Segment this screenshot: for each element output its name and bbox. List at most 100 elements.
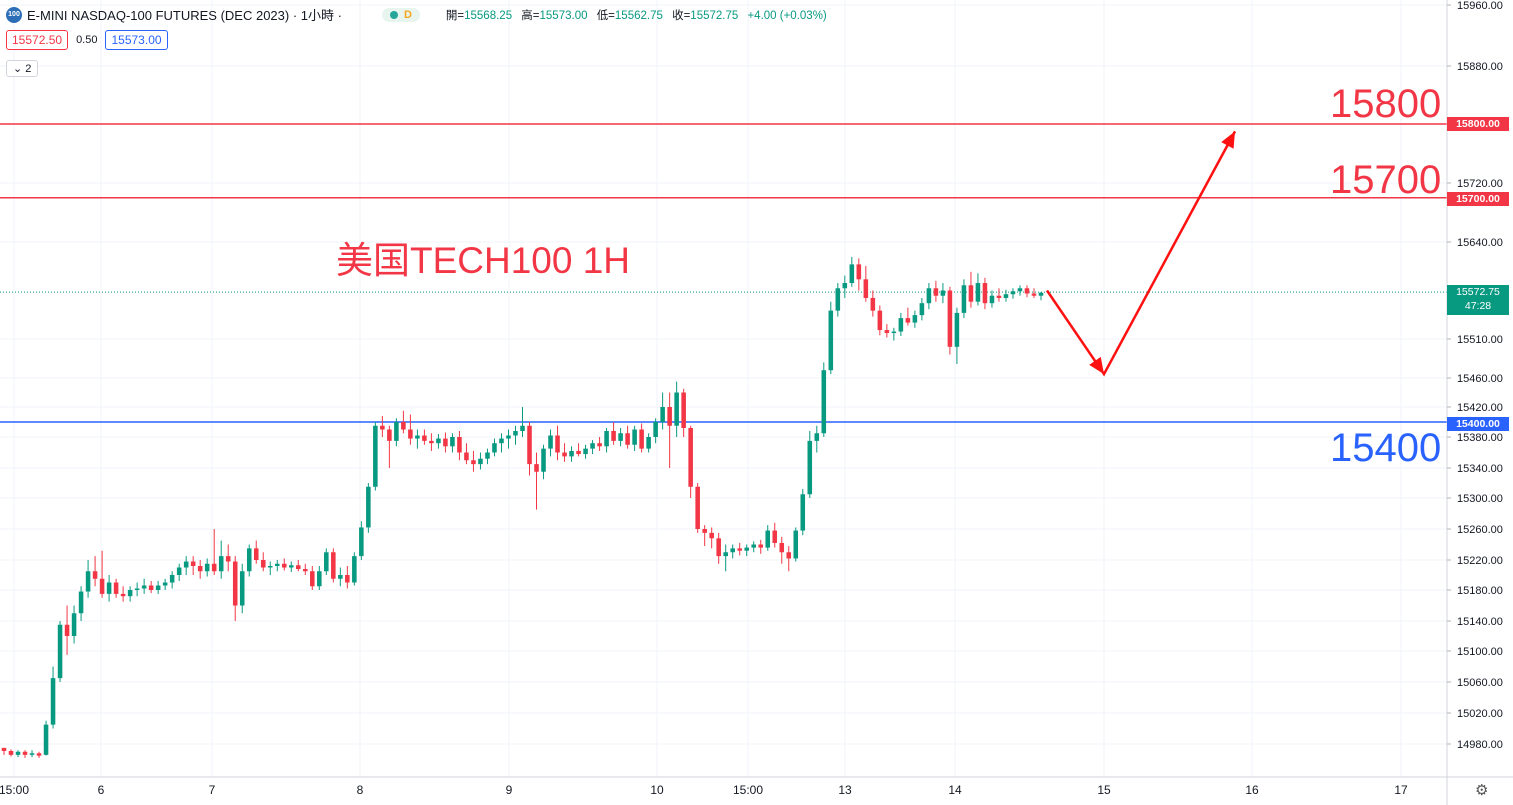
symbol-title[interactable]: E-MINI NASDAQ-100 FUTURES (DEC 2023) · 1… <box>27 8 342 23</box>
candle-body <box>141 585 147 589</box>
candle-body <box>597 443 602 447</box>
candle-body <box>366 486 371 528</box>
candle <box>457 431 462 461</box>
candle <box>373 422 378 491</box>
candle-body <box>1003 294 1009 298</box>
candle <box>134 582 140 597</box>
candle-body <box>702 529 707 533</box>
candle-body <box>1 747 7 751</box>
candle-body <box>982 283 988 304</box>
price-tag-15700: 15700.00 <box>1447 192 1509 206</box>
candle <box>225 544 231 572</box>
plot-area <box>0 0 1447 777</box>
candle <box>681 388 686 437</box>
candle-body <box>155 585 161 590</box>
candle <box>211 529 217 575</box>
candle <box>331 548 336 583</box>
candle-body <box>120 593 126 597</box>
candle <box>352 552 357 586</box>
candle <box>569 446 574 462</box>
sell-price-button[interactable]: 15572.50 <box>6 30 69 50</box>
y-tick-label: 15180.00 <box>1457 585 1503 597</box>
x-tick-label: 10 <box>650 783 664 797</box>
price-tag-15800: 15800.00 <box>1447 117 1509 131</box>
candle <box>555 425 560 461</box>
candle-body <box>345 575 350 583</box>
buy-price-button[interactable]: 15573.00 <box>105 30 168 50</box>
candle <box>429 433 434 451</box>
candle-body <box>373 425 378 487</box>
chart-title: 美国TECH100 1H <box>336 240 631 281</box>
candle-body <box>814 433 820 441</box>
candle <box>288 561 294 572</box>
candle-body <box>891 331 897 334</box>
y-tick-label: 15020.00 <box>1457 708 1503 720</box>
forecast-arrowhead-down <box>1089 356 1104 375</box>
candle-body <box>870 297 876 311</box>
y-tick-label: 15140.00 <box>1457 616 1503 628</box>
candle <box>912 310 918 328</box>
candle <box>877 305 883 336</box>
candle <box>653 418 658 444</box>
candle-body <box>232 561 238 606</box>
candle-body <box>653 422 658 437</box>
candle-body <box>57 624 63 679</box>
candle-body <box>22 751 28 755</box>
candle <box>218 540 224 579</box>
ohlc-low: 低=15562.75 <box>596 9 663 22</box>
x-tick-label: 13 <box>838 783 852 797</box>
candle-body <box>527 425 532 465</box>
candle-body <box>1010 291 1016 295</box>
candle <box>57 621 63 682</box>
candle <box>513 425 518 445</box>
candle <box>611 422 616 445</box>
candle-body <box>352 556 357 583</box>
indicator-count: 2 <box>25 63 32 75</box>
candle <box>737 542 742 556</box>
candle <box>296 560 301 572</box>
candle-body <box>772 530 778 543</box>
candle <box>765 525 771 551</box>
candle-body <box>85 571 91 592</box>
y-tick-label: 15260.00 <box>1457 524 1503 536</box>
candle <box>29 750 35 758</box>
market-status-badge[interactable]: D <box>381 7 420 22</box>
candle-body <box>92 571 98 579</box>
y-tick-label: 15100.00 <box>1457 646 1503 658</box>
candle-body <box>611 431 616 441</box>
candle <box>849 256 855 287</box>
candle <box>933 280 939 302</box>
candle <box>485 448 490 465</box>
candle <box>527 422 532 476</box>
candle-body <box>225 556 231 562</box>
candle <box>835 283 841 317</box>
candle-body <box>274 563 280 566</box>
candle <box>422 429 427 445</box>
candle-body <box>919 303 925 316</box>
candle <box>506 429 511 449</box>
candle <box>50 666 56 729</box>
spread-value: 0.50 <box>76 34 98 46</box>
y-tick-label: 15380.00 <box>1457 432 1503 444</box>
candle-body <box>730 548 735 553</box>
candle-body <box>968 285 974 302</box>
candle <box>310 566 315 590</box>
candle <box>394 418 399 447</box>
chevron-down-icon: ⌄ <box>13 63 23 75</box>
indicator-toggle-button[interactable]: ⌄ 2 <box>6 60 39 77</box>
candle <box>450 433 455 453</box>
price-line-label-15700: 15700 <box>1330 158 1442 202</box>
candle-body <box>183 561 189 568</box>
settings-gear-icon[interactable]: ⚙ <box>1475 782 1489 799</box>
candle-body <box>303 569 308 572</box>
candle-body <box>793 530 799 559</box>
candle-body <box>422 435 427 441</box>
candle-body <box>211 563 217 572</box>
candle-body <box>912 315 918 323</box>
candle-body <box>450 437 455 447</box>
candle <box>905 307 911 326</box>
candle <box>492 438 497 457</box>
candle-body <box>835 288 841 311</box>
candle <box>968 271 974 308</box>
